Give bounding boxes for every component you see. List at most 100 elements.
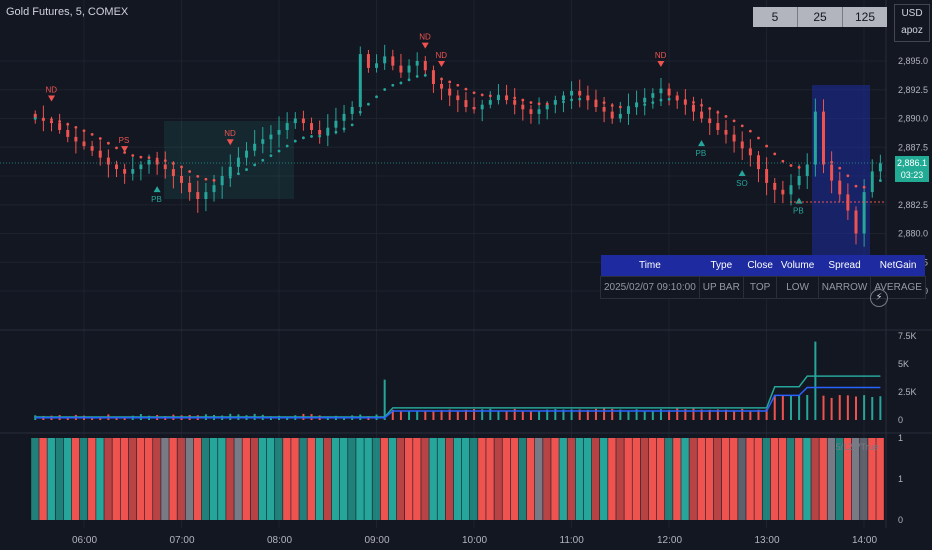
strip-bar [413,438,421,520]
symbol-title: Gold Futures, 5, COMEX [6,6,129,18]
strip-bar [795,438,803,520]
candle-body [301,118,305,124]
strip-bar [656,438,665,520]
signal-label: ND [46,86,58,95]
strip-bar [331,438,340,520]
trend-dot [830,160,834,164]
period-button-125[interactable]: 125 [843,7,887,27]
strip-bar [258,438,267,520]
trend-dot [163,159,167,163]
trend-dot [423,73,427,77]
strip-bar [811,438,819,520]
trend-dot [66,122,70,126]
volume-bar [627,411,630,420]
strip-bar [851,438,860,520]
strip-bar [193,438,202,520]
volume-bar [830,397,833,420]
lightning-icon[interactable]: ⚡ [870,289,888,307]
candle-body [236,157,240,167]
trend-dot [846,174,850,178]
strip-bar [624,438,632,520]
candle-body [610,111,614,119]
trend-dot [878,179,882,182]
candle-body [350,107,354,114]
volume-tick-label: 0 [898,415,903,425]
candle-body [740,141,744,149]
strip-bar [96,438,104,520]
volume-average-line [35,386,881,419]
volume-bar [399,411,402,420]
trend-dot [578,97,582,101]
trend-dot [513,96,517,100]
volume-bar [505,411,508,420]
strip-bar [339,438,348,520]
trend-dot [58,120,62,123]
volume-bar [448,409,451,420]
strip-bar [583,438,592,520]
volume-bar [611,408,614,420]
candle-body [139,164,143,170]
trend-dot [813,155,817,159]
volume-bar [668,410,671,420]
candle-body [448,88,452,96]
strip-bar [153,438,161,520]
period-button-25[interactable]: 25 [798,7,843,27]
trend-dot [383,88,387,91]
strip-bar [88,438,96,520]
trend-dot [448,80,452,84]
signal-label: ND [655,51,667,60]
header-close: Close [743,255,777,277]
candle-body [131,169,135,174]
trend-dot [375,95,378,99]
trend-dot [74,125,78,129]
price-tick-label: 2,890.0 [898,114,928,124]
candle-body [765,169,769,183]
strip-bar [470,438,478,520]
strip-bar [843,438,852,520]
candle-body [33,113,37,119]
currency-box[interactable]: USD apoz [894,4,930,42]
price-tick-label: 2,882.5 [898,200,928,210]
strip-tick-label: 1 [898,474,903,484]
candle-body [334,120,338,128]
volume-bar [773,395,776,420]
trend-dot [464,87,468,91]
volume-bar [814,341,817,420]
strip-bar [648,438,657,520]
volume-bar [440,410,443,420]
volume-bar [424,411,427,420]
volume-bar [741,408,744,420]
volume-tick-label: 5K [898,359,909,369]
strip-bar [274,438,283,520]
volume-bar [806,394,809,420]
trend-dot [415,75,419,78]
strip-bar [388,438,397,520]
candle-body [708,118,712,124]
strip-bar [551,438,559,520]
volume-bar [554,409,557,420]
period-button-5[interactable]: 5 [753,7,798,27]
candle-body [781,189,785,195]
trend-dot [870,182,874,186]
strip-bar [778,438,787,520]
strip-bar [616,438,624,520]
trend-dot [342,127,346,131]
candle-body [675,95,679,101]
candle-body [277,130,281,135]
signal-arrow-up [738,170,746,176]
volume-bar [854,396,857,420]
strip-bar [307,438,316,520]
strip-bar [266,438,275,520]
strip-bar [632,438,641,520]
candle-body [74,136,78,142]
signal-label: SO [736,179,748,188]
volume-bar [684,409,687,420]
trend-dot [212,178,216,182]
trend-dot [618,105,622,109]
candle-body [90,146,94,151]
trend-dot [740,124,744,128]
candle-body [269,134,273,140]
strip-bar [234,438,242,520]
time-tick-label: 10:00 [462,535,487,546]
